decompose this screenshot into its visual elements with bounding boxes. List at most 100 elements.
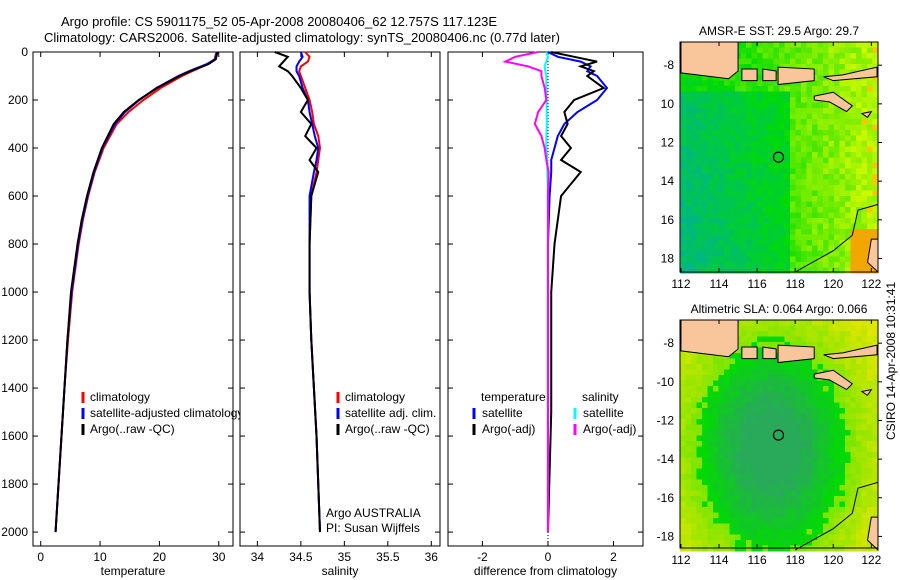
map-cell <box>806 369 813 376</box>
map-cell <box>707 141 714 147</box>
map-cell <box>839 141 846 147</box>
map-cell <box>740 262 747 268</box>
map-cell <box>812 64 818 70</box>
map-cell <box>751 113 758 120</box>
map-cell <box>812 463 818 469</box>
map-cell <box>746 386 752 392</box>
map-cell <box>751 386 758 392</box>
map-cell <box>707 218 714 224</box>
map-cell <box>757 223 763 230</box>
map-cell <box>823 386 829 392</box>
map-cell <box>773 207 780 213</box>
map-cell <box>795 262 802 268</box>
map-cell <box>839 207 846 213</box>
map-cell <box>867 336 873 343</box>
map-cell <box>812 174 818 180</box>
map-cell <box>735 80 741 87</box>
map-cell <box>839 331 846 337</box>
map-cell <box>685 380 692 387</box>
map-cell <box>790 163 796 169</box>
map-cell <box>757 501 763 508</box>
map-cell <box>718 86 725 92</box>
map-cell <box>861 185 868 191</box>
map-cell <box>729 507 736 513</box>
map-cell <box>801 157 807 164</box>
map-cell <box>867 512 873 519</box>
map-cell <box>751 468 758 475</box>
map-cell <box>823 130 829 136</box>
map-cell <box>790 53 796 59</box>
map-cell <box>828 325 835 332</box>
map-cell <box>812 320 818 326</box>
map-cell <box>856 251 862 257</box>
map-cell <box>740 512 747 519</box>
map-cell <box>768 157 774 164</box>
map-cell <box>685 124 692 131</box>
map-cell <box>735 468 741 475</box>
map-cell <box>790 201 796 208</box>
map-cell <box>718 207 725 213</box>
map-cell <box>740 179 747 186</box>
map-cell <box>740 174 747 180</box>
map-cell <box>773 97 780 103</box>
map-cell <box>872 485 879 491</box>
map-cell <box>680 124 686 131</box>
map-cell <box>861 435 868 442</box>
map-cell <box>812 441 818 447</box>
map-cell <box>812 108 818 114</box>
map-cell <box>762 501 769 508</box>
map-cell <box>845 157 851 164</box>
map-cell <box>856 42 862 48</box>
map-cell <box>867 163 873 169</box>
map-cell <box>812 185 818 191</box>
x-tick-label: 35 <box>338 550 352 564</box>
map-cell <box>801 397 807 403</box>
map-cell <box>729 457 736 464</box>
map-cell <box>773 42 780 48</box>
map-cell <box>850 135 857 142</box>
map-cell <box>839 174 846 180</box>
map-cell <box>834 408 840 414</box>
map-cell <box>867 468 873 475</box>
lon-tick-label: 112 <box>671 277 690 291</box>
map-cell <box>729 512 736 519</box>
map-cell <box>713 463 719 469</box>
map-cell <box>872 402 879 409</box>
map-cell <box>817 468 824 475</box>
map-cell <box>724 119 730 125</box>
map-cell <box>757 441 763 447</box>
map-cell <box>806 424 813 431</box>
map-cell <box>790 441 796 447</box>
map-cell <box>790 457 796 464</box>
map-cell <box>729 262 736 268</box>
map-cell <box>762 380 769 387</box>
map-cell <box>696 391 703 398</box>
map-cell <box>724 380 730 387</box>
map-cell <box>696 534 703 541</box>
map-cell <box>839 468 846 475</box>
map-cell <box>817 152 824 158</box>
map-cell <box>762 251 769 257</box>
map-cell <box>680 251 686 257</box>
map-cell <box>735 108 741 114</box>
map-cell <box>685 408 692 414</box>
map-cell <box>757 53 763 59</box>
map-cell <box>757 80 763 87</box>
map-cell <box>702 507 708 513</box>
map-cell <box>784 163 791 169</box>
map-cell <box>713 179 719 186</box>
map-cell <box>801 479 807 486</box>
map-cell <box>696 256 703 263</box>
map-cell <box>779 490 785 497</box>
map-cell <box>806 397 813 403</box>
map-cell <box>773 402 780 409</box>
map-cell <box>702 375 708 381</box>
map-cell <box>724 218 730 224</box>
map-cell <box>746 267 752 274</box>
map-cell <box>691 80 697 87</box>
map-cell <box>691 540 697 546</box>
map-cell <box>872 463 879 469</box>
map-cell <box>817 402 824 409</box>
map-cell <box>839 496 846 502</box>
map-cell <box>828 457 835 464</box>
